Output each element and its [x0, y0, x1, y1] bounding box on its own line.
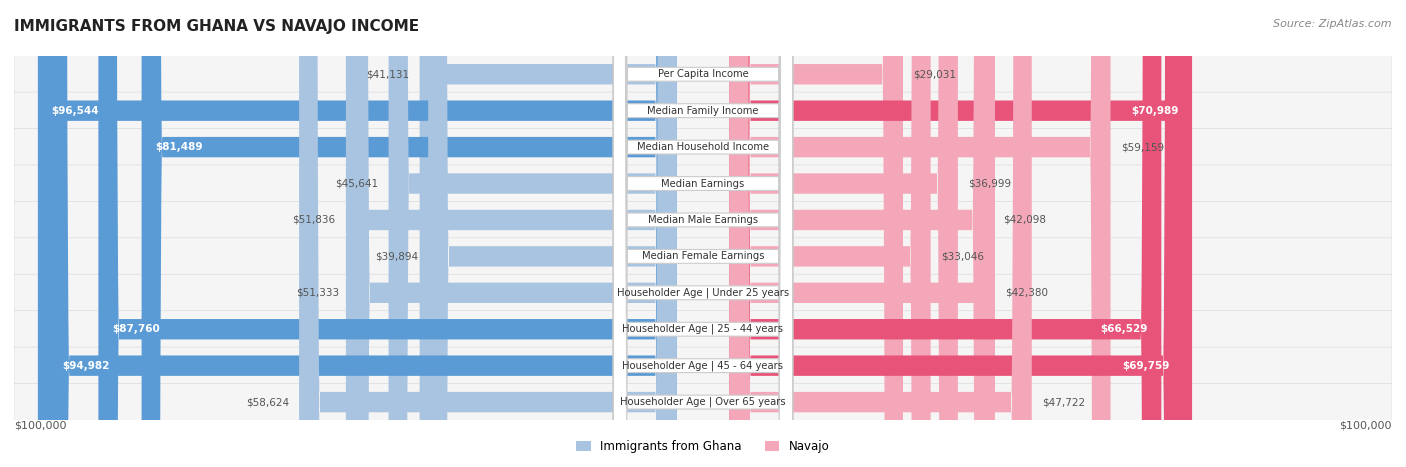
Text: $39,894: $39,894 [374, 251, 418, 262]
Text: Median Male Earnings: Median Male Earnings [648, 215, 758, 225]
FancyBboxPatch shape [14, 383, 1392, 421]
Text: $69,759: $69,759 [1122, 361, 1170, 371]
FancyBboxPatch shape [429, 0, 676, 467]
FancyBboxPatch shape [730, 0, 995, 467]
FancyBboxPatch shape [14, 92, 1392, 129]
FancyBboxPatch shape [613, 0, 793, 467]
Text: $41,131: $41,131 [366, 69, 409, 79]
FancyBboxPatch shape [613, 0, 793, 467]
FancyBboxPatch shape [38, 0, 676, 467]
FancyBboxPatch shape [730, 0, 993, 467]
Text: IMMIGRANTS FROM GHANA VS NAVAJO INCOME: IMMIGRANTS FROM GHANA VS NAVAJO INCOME [14, 19, 419, 34]
Text: Median Household Income: Median Household Income [637, 142, 769, 152]
Text: $87,760: $87,760 [112, 324, 160, 334]
FancyBboxPatch shape [613, 0, 793, 467]
FancyBboxPatch shape [346, 0, 676, 467]
FancyBboxPatch shape [730, 0, 931, 467]
Text: Median Earnings: Median Earnings [661, 178, 745, 189]
Text: Source: ZipAtlas.com: Source: ZipAtlas.com [1274, 19, 1392, 28]
Text: Per Capita Income: Per Capita Income [658, 69, 748, 79]
FancyBboxPatch shape [613, 0, 793, 467]
FancyBboxPatch shape [14, 311, 1392, 348]
FancyBboxPatch shape [98, 0, 676, 467]
FancyBboxPatch shape [349, 0, 676, 467]
FancyBboxPatch shape [14, 128, 1392, 166]
FancyBboxPatch shape [388, 0, 676, 467]
Text: $66,529: $66,529 [1099, 324, 1147, 334]
Text: $58,624: $58,624 [246, 397, 288, 407]
Text: $47,722: $47,722 [1042, 397, 1085, 407]
Text: $96,544: $96,544 [52, 106, 100, 116]
Text: $36,999: $36,999 [969, 178, 1011, 189]
FancyBboxPatch shape [299, 0, 676, 467]
FancyBboxPatch shape [613, 0, 793, 467]
Legend: Immigrants from Ghana, Navajo: Immigrants from Ghana, Navajo [572, 436, 834, 458]
FancyBboxPatch shape [49, 0, 676, 467]
FancyBboxPatch shape [419, 0, 676, 467]
Text: Householder Age | 25 - 44 years: Householder Age | 25 - 44 years [623, 324, 783, 334]
Text: $51,836: $51,836 [292, 215, 336, 225]
FancyBboxPatch shape [613, 0, 793, 467]
Text: Householder Age | Over 65 years: Householder Age | Over 65 years [620, 397, 786, 407]
FancyBboxPatch shape [730, 0, 1184, 467]
FancyBboxPatch shape [613, 0, 793, 467]
Text: $59,159: $59,159 [1121, 142, 1164, 152]
Text: Median Female Earnings: Median Female Earnings [641, 251, 765, 262]
Text: $100,000: $100,000 [1340, 420, 1392, 430]
FancyBboxPatch shape [142, 0, 676, 467]
Text: $42,380: $42,380 [1005, 288, 1049, 298]
FancyBboxPatch shape [14, 347, 1392, 384]
FancyBboxPatch shape [613, 0, 793, 467]
Text: $70,989: $70,989 [1130, 106, 1178, 116]
Text: $33,046: $33,046 [941, 251, 984, 262]
FancyBboxPatch shape [730, 0, 1161, 467]
FancyBboxPatch shape [730, 0, 1192, 467]
FancyBboxPatch shape [14, 238, 1392, 275]
Text: $81,489: $81,489 [156, 142, 202, 152]
Text: Householder Age | 45 - 64 years: Householder Age | 45 - 64 years [623, 361, 783, 371]
FancyBboxPatch shape [14, 274, 1392, 311]
FancyBboxPatch shape [730, 0, 903, 467]
FancyBboxPatch shape [730, 0, 957, 467]
FancyBboxPatch shape [14, 201, 1392, 239]
Text: $100,000: $100,000 [14, 420, 66, 430]
Text: $29,031: $29,031 [914, 69, 956, 79]
FancyBboxPatch shape [613, 0, 793, 467]
FancyBboxPatch shape [14, 165, 1392, 202]
Text: Median Family Income: Median Family Income [647, 106, 759, 116]
Text: $45,641: $45,641 [335, 178, 378, 189]
Text: $94,982: $94,982 [62, 361, 110, 371]
FancyBboxPatch shape [14, 56, 1392, 93]
FancyBboxPatch shape [730, 0, 1111, 467]
FancyBboxPatch shape [613, 0, 793, 467]
Text: Householder Age | Under 25 years: Householder Age | Under 25 years [617, 288, 789, 298]
FancyBboxPatch shape [730, 0, 1032, 467]
Text: $51,333: $51,333 [295, 288, 339, 298]
Text: $42,098: $42,098 [1004, 215, 1046, 225]
